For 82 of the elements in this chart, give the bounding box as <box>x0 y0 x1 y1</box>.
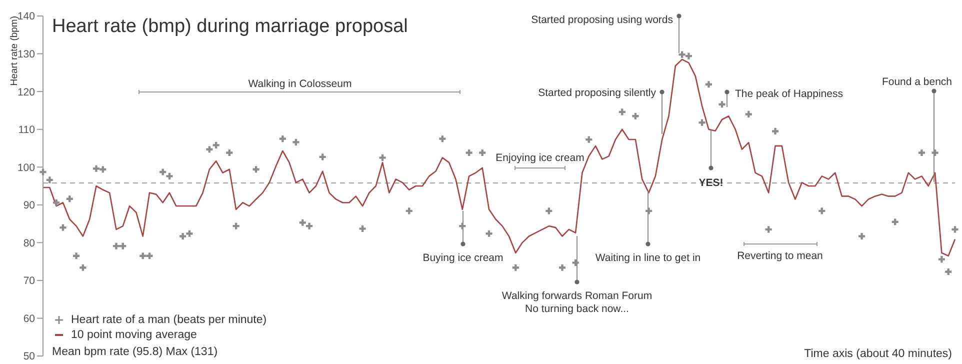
point <box>586 136 592 143</box>
point <box>379 154 386 161</box>
annotation: Reverting to mean <box>737 250 824 262</box>
point <box>486 230 492 237</box>
point <box>572 259 579 266</box>
annotation: The peak of Happiness <box>735 88 843 100</box>
point <box>479 149 486 156</box>
annotation: Buying ice cream <box>422 252 504 264</box>
point <box>100 166 106 173</box>
y-tick-label: 50 <box>23 350 36 363</box>
point <box>66 196 73 202</box>
point <box>186 230 193 237</box>
legend-label: 10 point moving average <box>71 329 197 341</box>
point <box>718 101 726 108</box>
point <box>226 149 233 156</box>
y-tick-label: 70 <box>23 275 36 288</box>
point <box>705 81 712 88</box>
point <box>232 222 240 230</box>
y-tick-label: 80 <box>23 237 36 250</box>
point <box>918 149 925 156</box>
point <box>765 226 772 233</box>
point <box>359 225 366 232</box>
annotation: Started proposing using words <box>531 14 673 26</box>
y-tick-label: 120 <box>17 86 36 98</box>
point <box>160 168 166 176</box>
point <box>512 264 519 271</box>
chart-title: Heart rate (bmp) during marriage proposal <box>52 16 408 38</box>
legend-label: Heart rate of a man (beats per minute) <box>71 314 267 326</box>
point <box>180 232 186 240</box>
point <box>299 219 306 226</box>
point <box>92 165 100 172</box>
point <box>406 208 412 214</box>
annotation: Waiting in line to get in <box>595 252 701 264</box>
point <box>279 135 286 142</box>
y-tick-label: 110 <box>18 124 36 136</box>
point <box>206 146 213 153</box>
point <box>212 142 220 148</box>
annotation: YES! <box>698 177 724 189</box>
point <box>938 256 945 263</box>
point <box>745 110 752 118</box>
point <box>892 218 898 226</box>
point <box>678 51 686 58</box>
point <box>53 199 60 206</box>
annotation: Enjoying ice cream <box>496 152 585 164</box>
point <box>252 166 260 173</box>
annotation: Started proposing silently <box>538 87 657 99</box>
point <box>80 264 86 271</box>
point <box>46 176 53 184</box>
annotation: Walking in Colosseum <box>248 78 352 90</box>
point <box>166 172 173 180</box>
point <box>306 222 313 230</box>
point <box>685 52 692 60</box>
y-tick-label: 90 <box>23 200 36 212</box>
point <box>546 208 552 214</box>
point <box>466 149 472 156</box>
point <box>40 168 46 176</box>
point <box>952 226 958 233</box>
annotation: Mean bpm rate (95.8) Max (131) <box>52 346 218 358</box>
point <box>618 108 626 116</box>
point <box>558 264 566 271</box>
annotation: Found a bench <box>882 76 952 88</box>
annotation: Walking forwards Roman Forum No turning back now... <box>502 290 652 315</box>
point <box>112 242 120 250</box>
point <box>772 128 779 135</box>
point <box>73 252 80 260</box>
point <box>439 135 446 142</box>
point <box>292 138 300 146</box>
point <box>120 242 126 250</box>
point <box>632 112 639 120</box>
point <box>60 224 66 231</box>
point <box>140 252 146 260</box>
point <box>146 252 153 260</box>
point <box>818 208 826 214</box>
point <box>945 268 952 276</box>
point <box>698 119 706 126</box>
y-tick-label: 140 <box>17 10 36 23</box>
point <box>858 232 866 240</box>
y-tick-label: 60 <box>23 312 36 325</box>
y-tick-label: 100 <box>17 162 36 174</box>
x-axis-title: Time axis (about 40 minutes) <box>804 348 952 360</box>
point <box>319 154 326 160</box>
y-tick-label: 130 <box>17 48 36 61</box>
